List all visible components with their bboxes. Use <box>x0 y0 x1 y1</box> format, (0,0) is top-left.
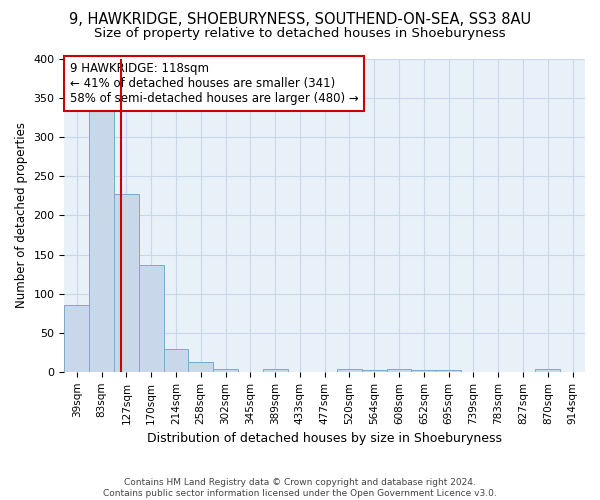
Bar <box>164 349 188 372</box>
Bar <box>535 370 560 372</box>
Bar <box>362 370 386 372</box>
Bar <box>263 370 287 372</box>
Text: Size of property relative to detached houses in Shoeburyness: Size of property relative to detached ho… <box>94 28 506 40</box>
Y-axis label: Number of detached properties: Number of detached properties <box>15 122 28 308</box>
Bar <box>64 306 89 372</box>
Bar <box>213 368 238 372</box>
Text: 9 HAWKRIDGE: 118sqm
← 41% of detached houses are smaller (341)
58% of semi-detac: 9 HAWKRIDGE: 118sqm ← 41% of detached ho… <box>70 62 358 105</box>
Bar <box>188 362 213 372</box>
Text: Contains HM Land Registry data © Crown copyright and database right 2024.
Contai: Contains HM Land Registry data © Crown c… <box>103 478 497 498</box>
Bar <box>337 368 362 372</box>
Bar <box>386 370 412 372</box>
X-axis label: Distribution of detached houses by size in Shoeburyness: Distribution of detached houses by size … <box>147 432 502 445</box>
Text: 9, HAWKRIDGE, SHOEBURYNESS, SOUTHEND-ON-SEA, SS3 8AU: 9, HAWKRIDGE, SHOEBURYNESS, SOUTHEND-ON-… <box>69 12 531 28</box>
Bar <box>114 194 139 372</box>
Bar <box>436 370 461 372</box>
Bar <box>89 112 114 372</box>
Bar <box>139 264 164 372</box>
Bar <box>412 370 436 372</box>
